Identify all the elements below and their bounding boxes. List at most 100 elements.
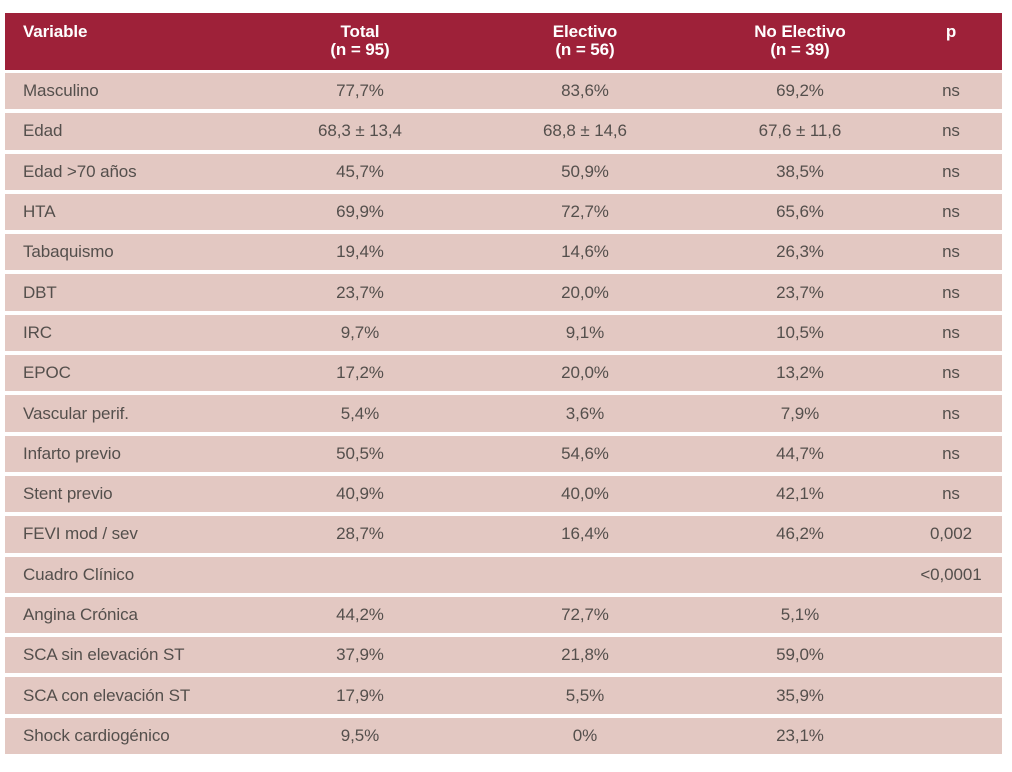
cell-variable: SCA sin elevación ST bbox=[23, 645, 185, 665]
cell-electivo: 20,0% bbox=[561, 282, 609, 302]
cell-electivo: 50,9% bbox=[561, 161, 609, 181]
cell-electivo: 5,5% bbox=[565, 685, 605, 705]
cell-p: ns bbox=[942, 443, 960, 463]
cell-variable: Stent previo bbox=[23, 484, 113, 504]
cell-variable: Infarto previo bbox=[23, 443, 121, 463]
cell-variable: HTA bbox=[23, 202, 56, 222]
column-header-variable: Variable bbox=[5, 13, 250, 70]
cell-total: 9,7% bbox=[340, 322, 380, 342]
column-header-label: p bbox=[945, 22, 957, 41]
cell-variable: DBT bbox=[23, 282, 57, 302]
cell-p: ns bbox=[942, 161, 960, 181]
cell-no-electivo: 46,2% bbox=[776, 524, 824, 544]
cell-no-electivo: 13,2% bbox=[776, 363, 824, 383]
cell-p: ns bbox=[942, 403, 960, 423]
cell-variable: SCA con elevación ST bbox=[23, 685, 191, 705]
table-row: DBT 23,7% 20,0% 23,7% ns bbox=[5, 274, 1002, 311]
cell-no-electivo: 26,3% bbox=[776, 242, 824, 262]
column-header-electivo: Electivo (n = 56) bbox=[470, 13, 700, 70]
cell-variable: Cuadro Clínico bbox=[23, 564, 135, 584]
column-header-no-electivo: No Electivo (n = 39) bbox=[700, 13, 900, 70]
cell-p: ns bbox=[942, 363, 960, 383]
cell-electivo: 68,8 ± 14,6 bbox=[543, 121, 627, 141]
cell-total: 44,2% bbox=[336, 605, 384, 624]
table-row: Vascular perif. 5,4% 3,6% 7,9% ns bbox=[5, 395, 1002, 432]
cell-total: 5,4% bbox=[340, 403, 380, 423]
cell-total: 45,7% bbox=[336, 161, 384, 181]
cell-variable: Vascular perif. bbox=[23, 403, 129, 423]
column-header-sublabel: (n = 95) bbox=[330, 40, 390, 59]
cell-electivo: 20,0% bbox=[561, 363, 609, 383]
cell-no-electivo: 69,2% bbox=[776, 81, 824, 101]
cell-no-electivo: 23,1% bbox=[776, 725, 824, 745]
table-row: Edad 68,3 ± 13,4 68,8 ± 14,6 67,6 ± 11,6… bbox=[5, 113, 1002, 150]
cell-total: 68,3 ± 13,4 bbox=[318, 121, 402, 141]
cell-no-electivo: 10,5% bbox=[776, 322, 824, 342]
column-header-sublabel: (n = 39) bbox=[770, 40, 830, 59]
cell-total: 37,9% bbox=[336, 645, 384, 665]
cell-variable: Angina Crónica bbox=[23, 605, 138, 624]
cell-total: 69,9% bbox=[336, 202, 384, 222]
cell-total: 17,2% bbox=[336, 363, 384, 383]
cell-p: ns bbox=[942, 484, 960, 504]
statistics-table: Variable Total (n = 95) Electivo (n = 56… bbox=[5, 13, 1002, 755]
cell-electivo: 9,1% bbox=[565, 322, 605, 342]
cell-p: 0,002 bbox=[929, 524, 972, 544]
cell-variable: Tabaquismo bbox=[23, 242, 114, 262]
cell-p: ns bbox=[942, 121, 960, 141]
table-row: SCA con elevación ST 17,9% 5,5% 35,9% bbox=[5, 677, 1002, 714]
cell-p: ns bbox=[942, 81, 960, 101]
cell-total: 50,5% bbox=[336, 443, 384, 463]
cell-variable: Shock cardiogénico bbox=[23, 725, 170, 745]
cell-electivo: 16,4% bbox=[561, 524, 609, 544]
column-header-label: Electivo bbox=[552, 22, 618, 41]
table-row: Angina Crónica 44,2% 72,7% 5,1% bbox=[5, 596, 1002, 634]
column-header-label: Total bbox=[340, 22, 380, 41]
table-row: FEVI mod / sev 28,7% 16,4% 46,2% 0,002 bbox=[5, 516, 1002, 553]
cell-no-electivo: 67,6 ± 11,6 bbox=[758, 121, 842, 141]
cell-variable: FEVI mod / sev bbox=[23, 524, 138, 544]
cell-no-electivo: 42,1% bbox=[776, 484, 824, 504]
cell-electivo: 40,0% bbox=[561, 484, 609, 504]
column-header-label: Variable bbox=[23, 22, 88, 41]
cell-no-electivo: 7,9% bbox=[780, 403, 820, 423]
table-row: Shock cardiogénico 9,5% 0% 23,1% bbox=[5, 717, 1002, 755]
cell-total: 77,7% bbox=[336, 81, 384, 101]
table-row: Infarto previo 50,5% 54,6% 44,7% ns bbox=[5, 435, 1002, 472]
table-row: Masculino 77,7% 83,6% 69,2% ns bbox=[5, 73, 1002, 110]
cell-total: 17,9% bbox=[336, 685, 384, 705]
column-header-total: Total (n = 95) bbox=[250, 13, 470, 70]
cell-variable: Masculino bbox=[23, 81, 99, 101]
column-header-label: No Electivo bbox=[754, 22, 846, 41]
cell-total: 9,5% bbox=[340, 725, 380, 745]
table-row: IRC 9,7% 9,1% 10,5% ns bbox=[5, 314, 1002, 352]
column-header-sublabel: (n = 56) bbox=[555, 40, 615, 59]
table-row: Edad >70 años 45,7% 50,9% 38,5% ns bbox=[5, 153, 1002, 190]
cell-no-electivo: 59,0% bbox=[776, 645, 824, 665]
cell-total: 19,4% bbox=[336, 242, 384, 262]
cell-electivo: 54,6% bbox=[561, 443, 609, 463]
cell-variable: Edad bbox=[23, 121, 63, 141]
cell-p: ns bbox=[942, 282, 960, 302]
cell-no-electivo: 5,1% bbox=[780, 605, 820, 624]
table-row: SCA sin elevación ST 37,9% 21,8% 59,0% bbox=[5, 637, 1002, 674]
cell-variable: Edad >70 años bbox=[23, 161, 137, 181]
cell-electivo: 14,6% bbox=[561, 242, 609, 262]
cell-electivo: 21,8% bbox=[561, 645, 609, 665]
table-header-row: Variable Total (n = 95) Electivo (n = 56… bbox=[5, 13, 1002, 70]
cell-electivo: 83,6% bbox=[561, 81, 609, 101]
cell-no-electivo: 65,6% bbox=[776, 202, 824, 222]
table-row: Tabaquismo 19,4% 14,6% 26,3% ns bbox=[5, 234, 1002, 271]
cell-p: <0,0001 bbox=[920, 564, 982, 584]
cell-total: 40,9% bbox=[336, 484, 384, 504]
cell-total: 23,7% bbox=[336, 282, 384, 302]
cell-no-electivo: 38,5% bbox=[776, 161, 824, 181]
column-header-p: p bbox=[900, 13, 1002, 70]
cell-p: ns bbox=[942, 202, 960, 222]
cell-no-electivo: 23,7% bbox=[776, 282, 824, 302]
table-body: Masculino 77,7% 83,6% 69,2% ns Edad 68,3… bbox=[5, 73, 1002, 755]
cell-p: ns bbox=[942, 322, 960, 342]
cell-electivo: 0% bbox=[572, 725, 598, 745]
table-row: EPOC 17,2% 20,0% 13,2% ns bbox=[5, 355, 1002, 392]
